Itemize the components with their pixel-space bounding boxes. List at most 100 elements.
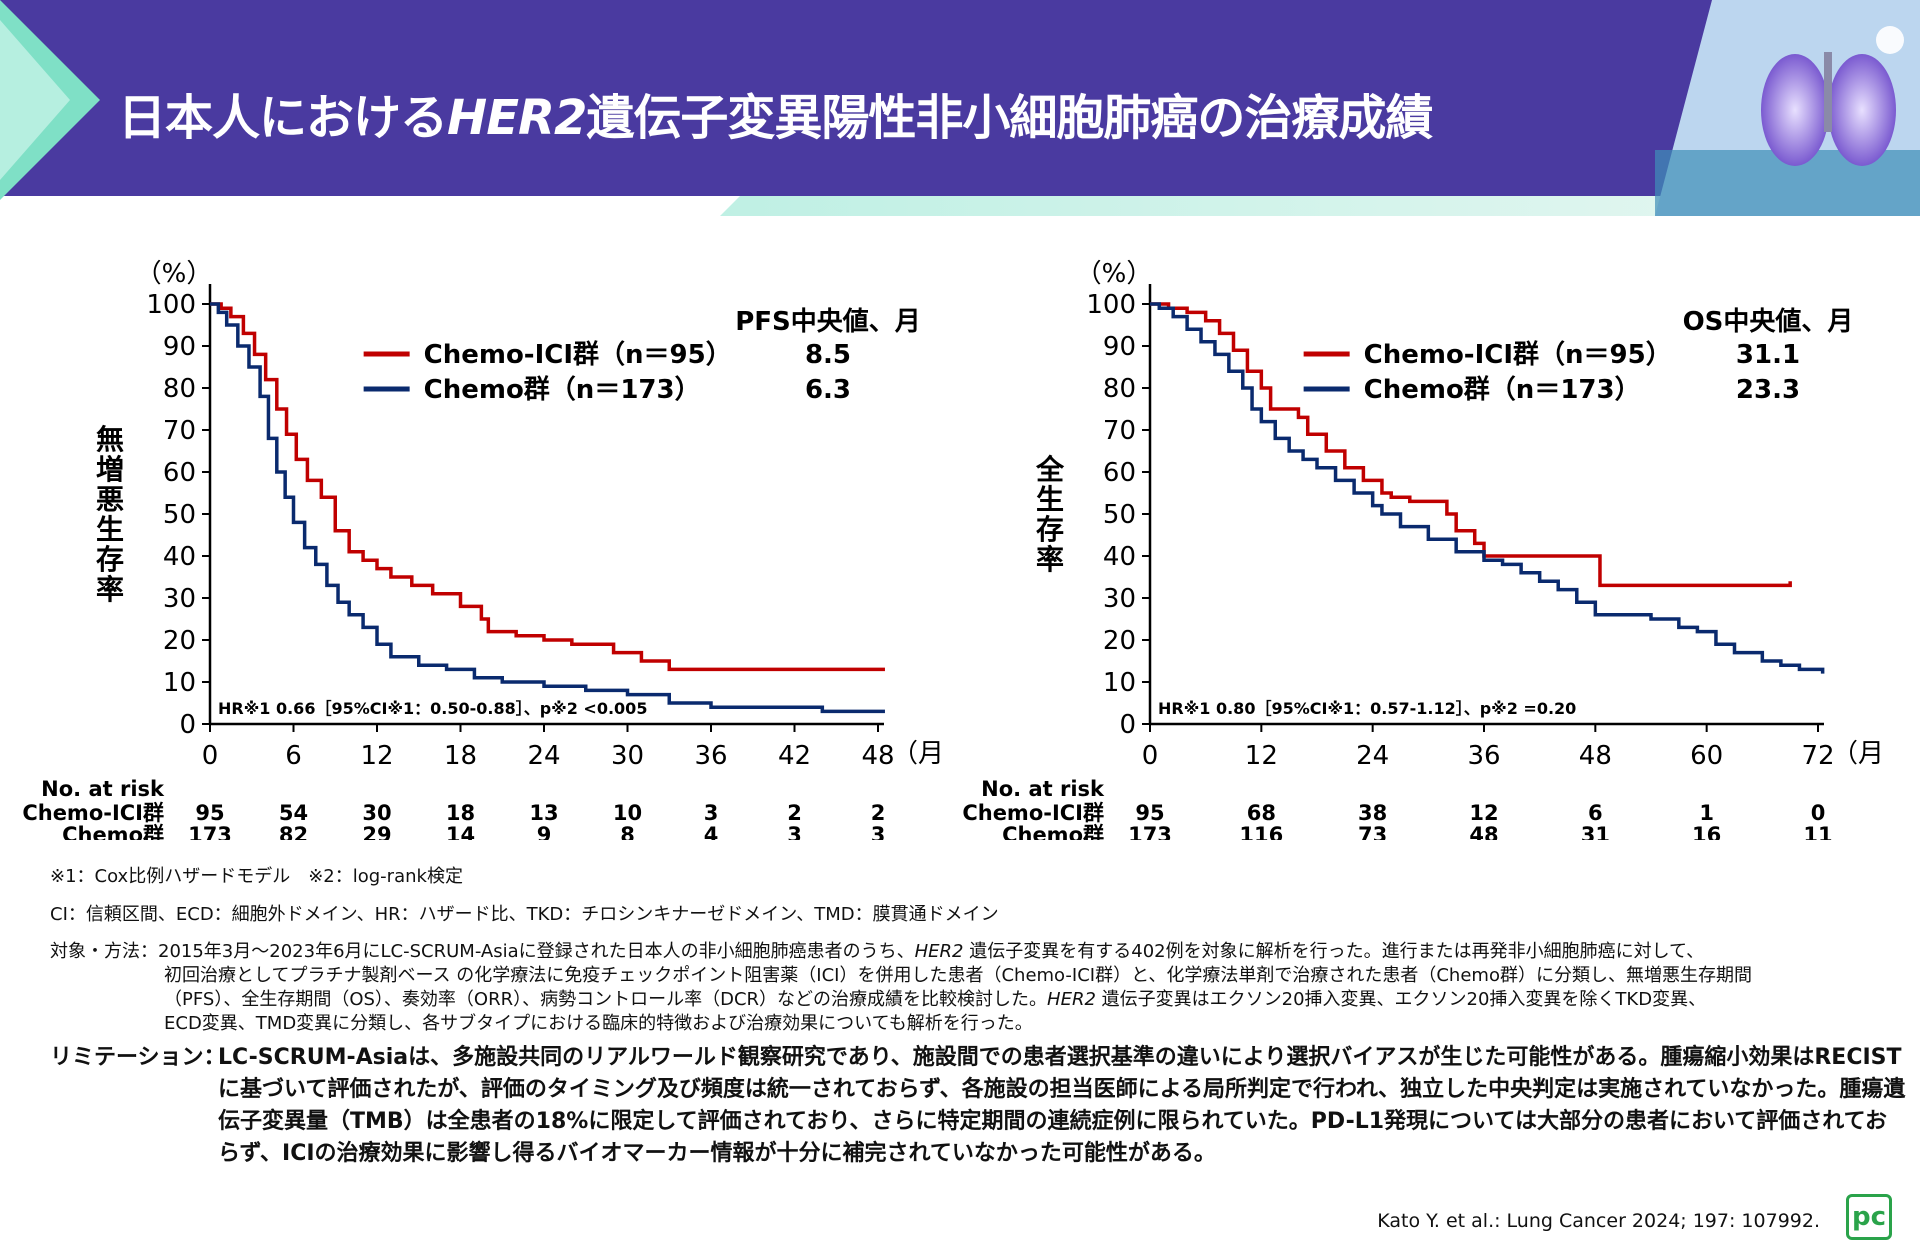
risk-value: 31 bbox=[1581, 823, 1610, 840]
methods-line-3: （PFS）、全生存期間（OS）、奏効率（ORR）、病勢コントロール率（DCR）な… bbox=[164, 989, 1707, 1010]
risk-value: 18 bbox=[446, 801, 475, 825]
y-tick-label: 20 bbox=[163, 626, 196, 656]
x-tick-label: 0 bbox=[1142, 741, 1159, 771]
x-tick-label: 72 bbox=[1801, 741, 1834, 771]
limitation-body: LC-SCRUM-Asiaは、多施設共同のリアルワールド観察研究であり、施設間で… bbox=[218, 1045, 1906, 1166]
risk-value: 3 bbox=[787, 823, 802, 840]
risk-title: No. at risk bbox=[41, 777, 165, 801]
limitation-label: リミテーション： bbox=[50, 1045, 226, 1070]
risk-value: 95 bbox=[1135, 801, 1164, 825]
x-tick-label: 18 bbox=[444, 741, 477, 771]
footnote-stats: ※1：Cox比例ハザードモデル ※2：log-rank検定 bbox=[50, 866, 463, 887]
y-tick-label: 60 bbox=[163, 458, 196, 488]
x-tick-label: 24 bbox=[527, 741, 560, 771]
risk-row-label-0: Chemo-ICI群 bbox=[22, 801, 164, 825]
series-line-1 bbox=[1150, 302, 1825, 674]
median-header: OS中央値、月 bbox=[1683, 307, 1854, 337]
risk-value: 11 bbox=[1803, 823, 1832, 840]
risk-value: 1 bbox=[1699, 801, 1714, 825]
methods-section: 対象・方法：2015年3月～2023年6月にLC-SCRUM-Asiaに登録され… bbox=[50, 940, 1870, 1036]
risk-title: No. at risk bbox=[981, 777, 1105, 801]
pc-logo-icon: pc bbox=[1846, 1194, 1892, 1240]
page-title: 日本人におけるHER2遺伝子変異陽性非小細胞肺癌の治療成績 bbox=[118, 90, 1433, 146]
y-axis-title: 全生存率 bbox=[1035, 453, 1065, 576]
x-tick-label: 24 bbox=[1356, 741, 1389, 771]
banner-background bbox=[0, 0, 1920, 216]
y-tick-label: 50 bbox=[1103, 500, 1136, 530]
y-tick-label: 70 bbox=[1103, 416, 1136, 446]
x-tick-label: 42 bbox=[778, 741, 811, 771]
y-tick-label: 80 bbox=[163, 374, 196, 404]
risk-value: 68 bbox=[1247, 801, 1276, 825]
header-banner: 日本人におけるHER2遺伝子変異陽性非小細胞肺癌の治療成績 bbox=[0, 0, 1920, 220]
risk-value: 10 bbox=[613, 801, 642, 825]
median-value-1: 23.3 bbox=[1736, 375, 1800, 405]
y-tick-label: 30 bbox=[163, 584, 196, 614]
risk-row-label-1: Chemo群 bbox=[62, 823, 164, 840]
y-tick-label: 70 bbox=[163, 416, 196, 446]
legend-label-1: Chemo群（n＝173） bbox=[424, 375, 701, 405]
risk-value: 14 bbox=[446, 823, 475, 840]
y-tick-label: 50 bbox=[163, 500, 196, 530]
y-tick-label: 0 bbox=[1119, 710, 1136, 740]
x-tick-label: 12 bbox=[360, 741, 393, 771]
x-tick-label: 0 bbox=[202, 741, 219, 771]
risk-value: 30 bbox=[362, 801, 391, 825]
y-tick-label: 20 bbox=[1103, 626, 1136, 656]
y-tick-label: 100 bbox=[1086, 290, 1136, 320]
risk-value: 0 bbox=[1811, 801, 1826, 825]
risk-value: 116 bbox=[1239, 823, 1283, 840]
legend-label-1: Chemo群（n＝173） bbox=[1364, 375, 1641, 405]
hr-stat-text: HR※1 0.66［95%CI※1：0.50-0.88］、p※2 <0.005 bbox=[218, 699, 647, 718]
methods-line-2: 初回治療としてプラチナ製剤ベース の化学療法に免疫チェックポイント阻害薬（ICI… bbox=[164, 965, 1752, 986]
methods-label: 対象・方法： bbox=[50, 941, 158, 962]
legend-label-0: Chemo-ICI群（n＝95） bbox=[424, 340, 732, 370]
risk-value: 3 bbox=[871, 823, 886, 840]
y-tick-label: 80 bbox=[1103, 374, 1136, 404]
y-tick-label: 10 bbox=[163, 668, 196, 698]
risk-value: 8 bbox=[620, 823, 635, 840]
footnote-abbreviations: CI：信頼区間、ECD：細胞外ドメイン、HR：ハザード比、TKD：チロシンキナー… bbox=[50, 904, 999, 925]
risk-value: 95 bbox=[195, 801, 224, 825]
risk-value: 16 bbox=[1692, 823, 1721, 840]
series-line-1 bbox=[210, 302, 885, 714]
citation: Kato Y. et al.: Lung Cancer 2024; 197: 1… bbox=[1377, 1210, 1820, 1232]
risk-value: 48 bbox=[1469, 823, 1498, 840]
risk-value: 6 bbox=[1588, 801, 1603, 825]
risk-value: 54 bbox=[279, 801, 308, 825]
risk-value: 2 bbox=[871, 801, 886, 825]
y-tick-label: 10 bbox=[1103, 668, 1136, 698]
risk-row-label-1: Chemo群 bbox=[1002, 823, 1104, 840]
risk-value: 13 bbox=[529, 801, 558, 825]
x-tick-label: 36 bbox=[694, 741, 727, 771]
y-tick-label: 90 bbox=[1103, 332, 1136, 362]
y-unit-label: （%） bbox=[1076, 259, 1153, 289]
risk-value: 2 bbox=[787, 801, 802, 825]
legend-label-0: Chemo-ICI群（n＝95） bbox=[1364, 340, 1672, 370]
median-value-0: 8.5 bbox=[805, 340, 851, 370]
x-tick-label: 30 bbox=[611, 741, 644, 771]
y-tick-label: 0 bbox=[179, 710, 196, 740]
hr-stat-text: HR※1 0.80［95%CI※1：0.57-1.12］、p※2 =0.20 bbox=[1158, 699, 1576, 718]
y-unit-label: （%） bbox=[136, 259, 213, 289]
risk-value: 4 bbox=[704, 823, 719, 840]
risk-value: 9 bbox=[537, 823, 552, 840]
y-tick-label: 40 bbox=[163, 542, 196, 572]
methods-line-1: 対象・方法：2015年3月～2023年6月にLC-SCRUM-Asiaに登録され… bbox=[50, 941, 1705, 962]
risk-row-label-0: Chemo-ICI群 bbox=[962, 801, 1104, 825]
risk-value: 173 bbox=[1128, 823, 1172, 840]
risk-value: 29 bbox=[362, 823, 391, 840]
y-tick-label: 100 bbox=[146, 290, 196, 320]
series-line-0 bbox=[210, 302, 885, 672]
x-tick-label: 12 bbox=[1245, 741, 1278, 771]
risk-value: 38 bbox=[1358, 801, 1387, 825]
x-tick-label: 6 bbox=[285, 741, 302, 771]
x-unit-label: （月） bbox=[1832, 739, 1880, 769]
x-tick-label: 36 bbox=[1467, 741, 1500, 771]
y-tick-label: 30 bbox=[1103, 584, 1136, 614]
lung-illustration-icon bbox=[1655, 0, 1920, 216]
risk-value: 82 bbox=[279, 823, 308, 840]
y-tick-label: 60 bbox=[1103, 458, 1136, 488]
